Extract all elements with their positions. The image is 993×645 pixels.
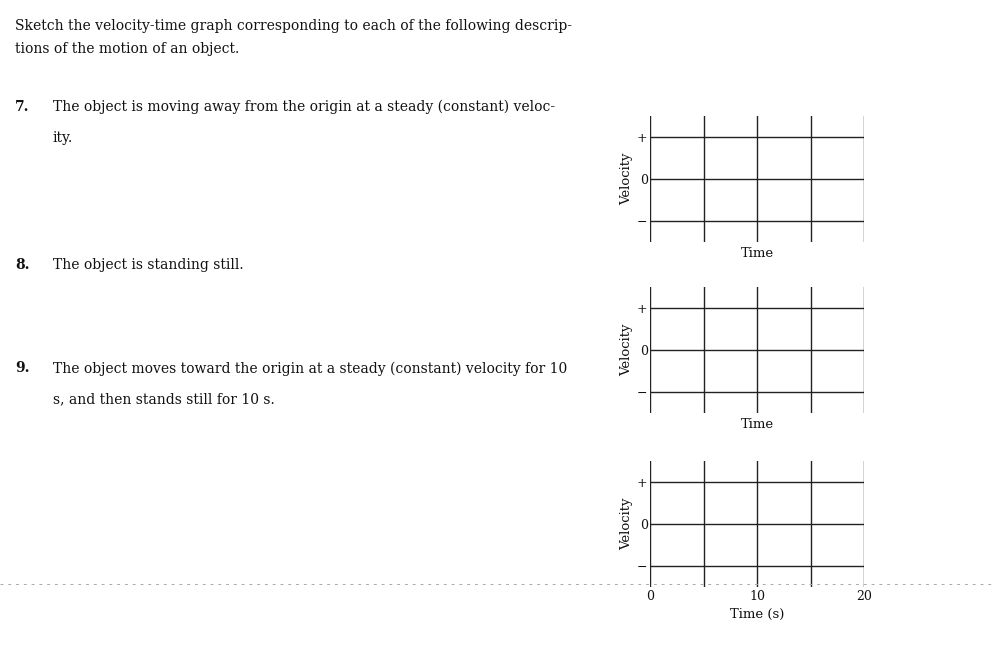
Text: The object is moving away from the origin at a steady (constant) veloc-: The object is moving away from the origi…: [53, 100, 555, 114]
Y-axis label: Velocity: Velocity: [620, 324, 633, 376]
Text: ity.: ity.: [53, 131, 72, 145]
Text: 7.: 7.: [15, 100, 30, 114]
Text: tions of the motion of an object.: tions of the motion of an object.: [15, 42, 239, 56]
Text: The object moves toward the origin at a steady (constant) velocity for 10: The object moves toward the origin at a …: [53, 361, 567, 375]
Text: 9.: 9.: [15, 361, 30, 375]
Y-axis label: Velocity: Velocity: [620, 498, 633, 550]
Y-axis label: Velocity: Velocity: [620, 153, 633, 205]
Text: s, and then stands still for 10 s.: s, and then stands still for 10 s.: [53, 392, 274, 406]
Text: 8.: 8.: [15, 258, 30, 272]
X-axis label: Time: Time: [741, 419, 774, 432]
Text: Sketch the velocity-time graph corresponding to each of the following descrip-: Sketch the velocity-time graph correspon…: [15, 19, 572, 34]
Text: The object is standing still.: The object is standing still.: [53, 258, 243, 272]
X-axis label: Time: Time: [741, 248, 774, 261]
X-axis label: Time (s): Time (s): [730, 608, 784, 621]
